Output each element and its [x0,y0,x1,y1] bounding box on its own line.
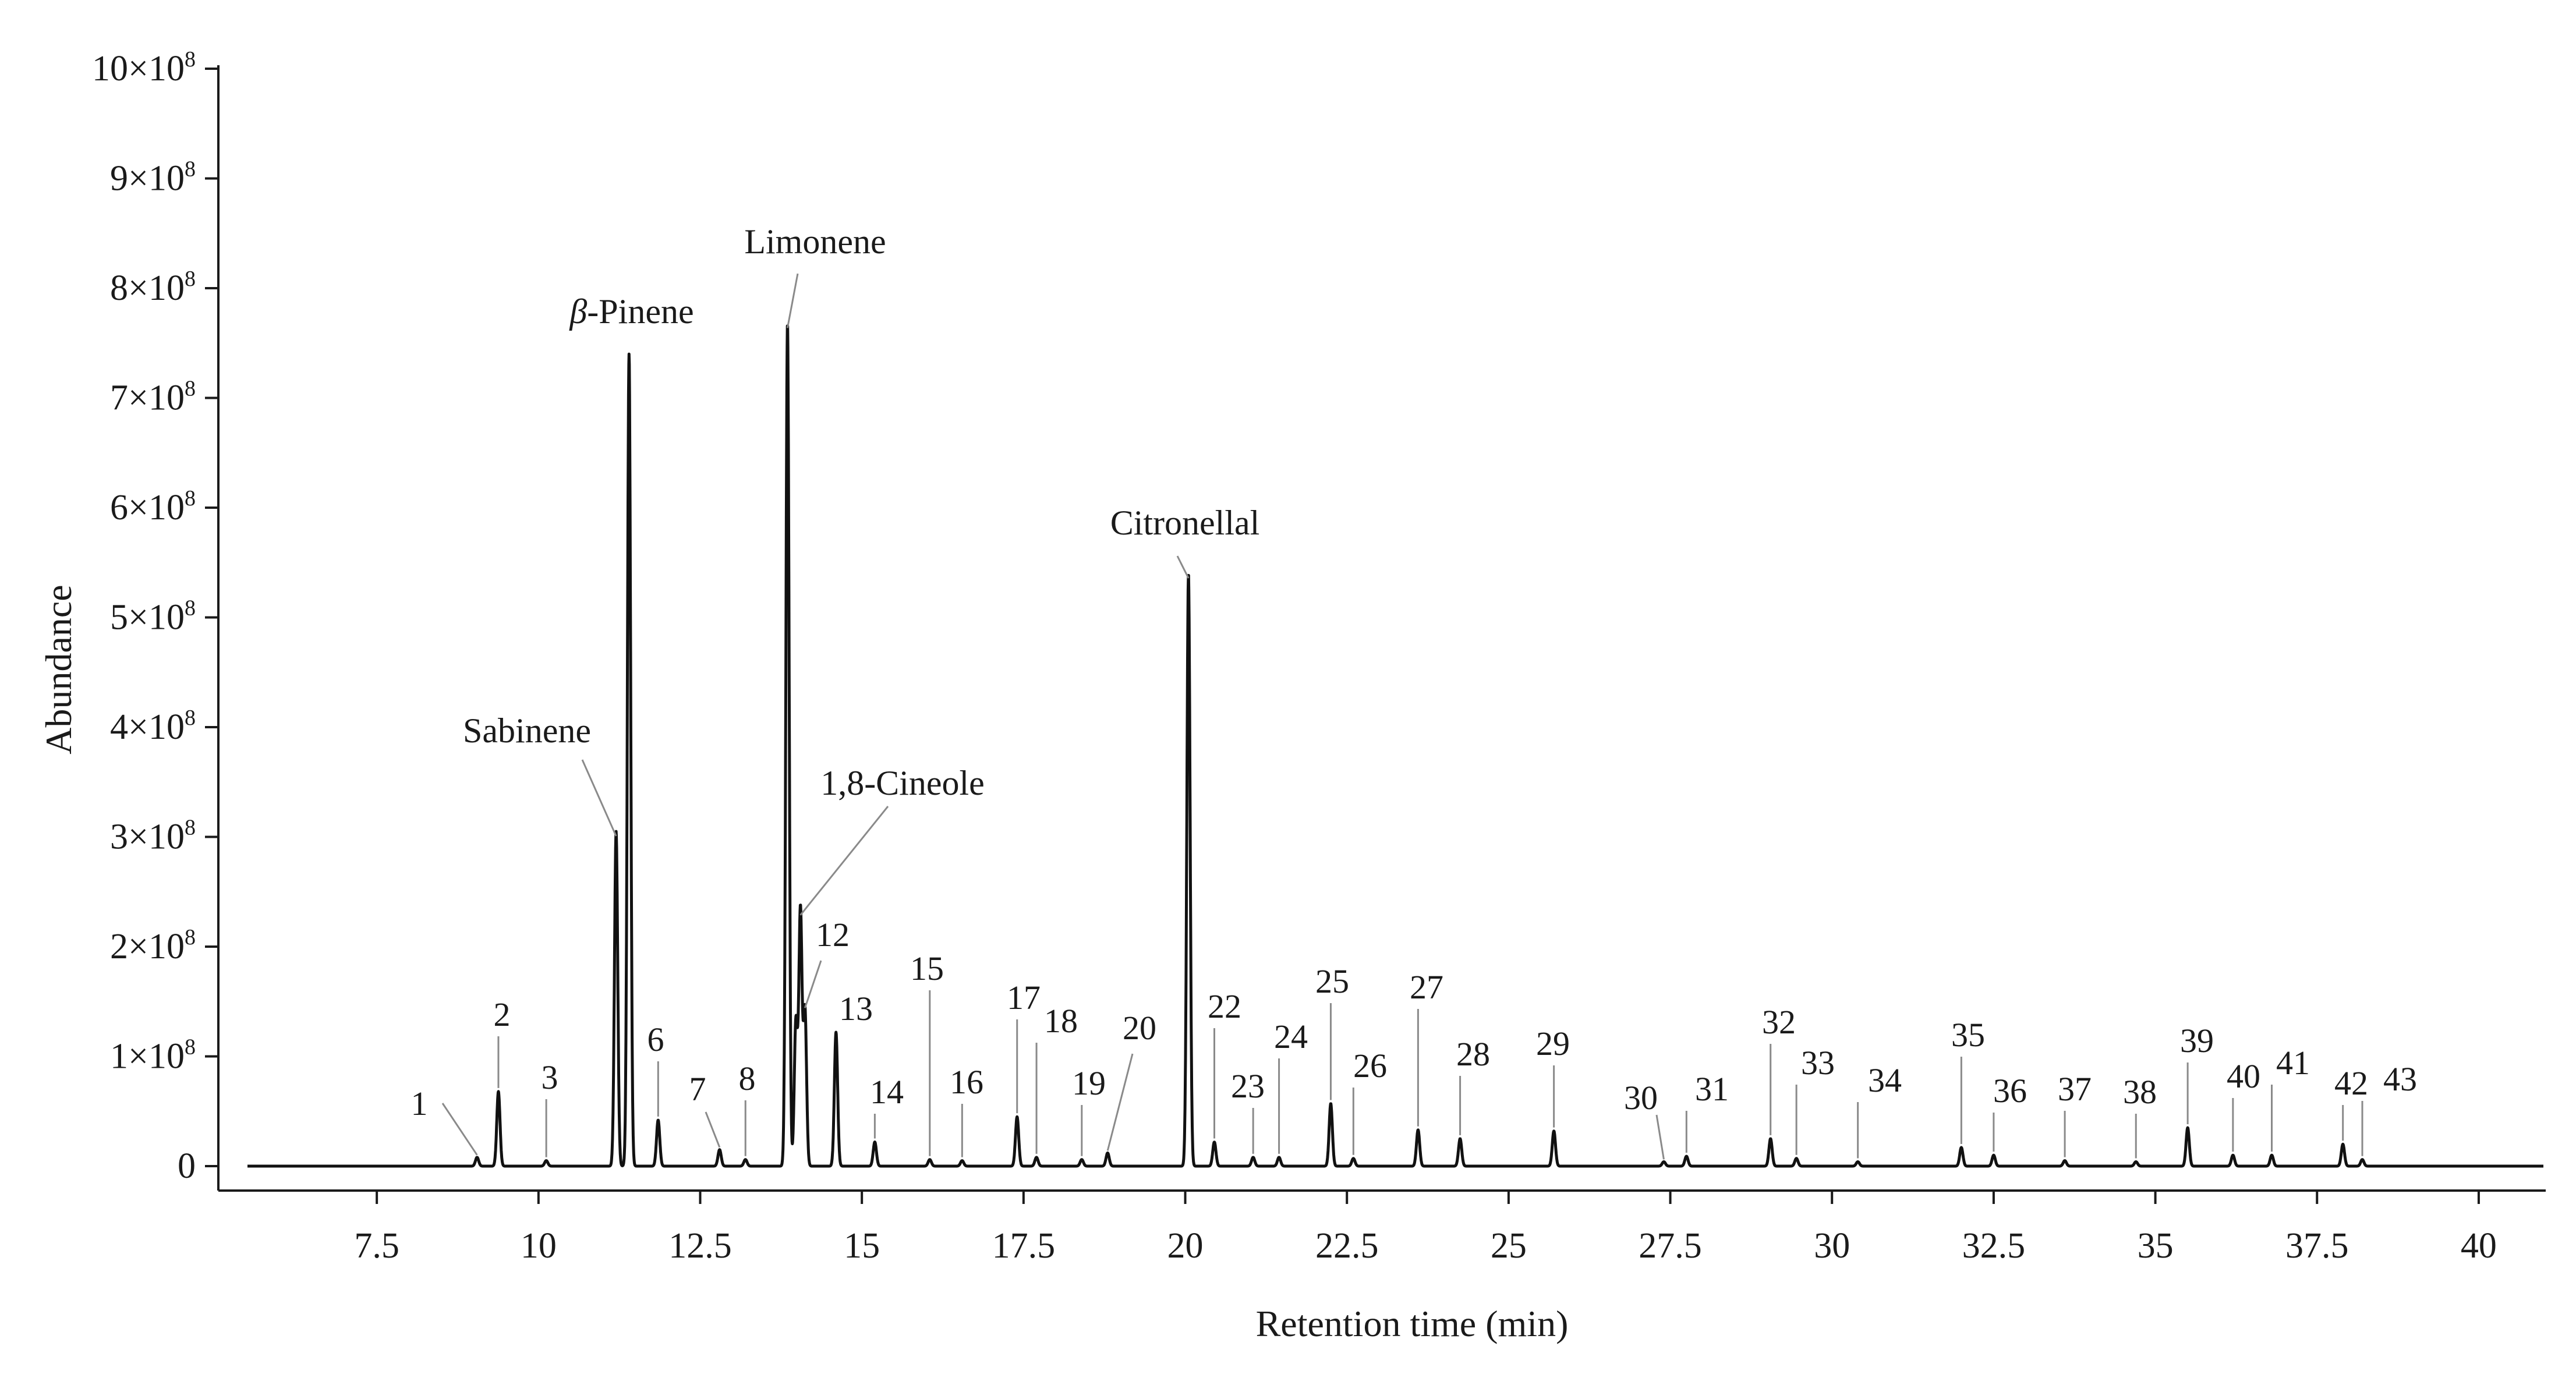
peak-number-label: 29 [1536,1025,1570,1062]
peak-number-label: 24 [1274,1018,1308,1056]
peak-number-label: 31 [1695,1070,1729,1108]
peak-number-label: 8 [739,1060,756,1097]
x-tick-label: 20 [1167,1226,1204,1266]
y-tick-label: 9×108 [110,157,196,199]
peak-number-label: 40 [2227,1057,2260,1095]
y-axis-title: Abundance [38,585,79,754]
chromatogram-trace [246,324,2545,1168]
peak-number-label: 42 [2334,1064,2368,1102]
peak-number-label: 36 [1993,1072,2027,1110]
peak-leader [804,960,822,1008]
peak-leader [441,1103,478,1156]
peak-number-label: 27 [1410,968,1443,1006]
x-tick-label: 7.5 [354,1226,399,1266]
peak-number-label: 19 [1072,1064,1106,1102]
peak-number-label: 12 [816,916,850,954]
peak-number-label: 39 [2180,1022,2214,1060]
named-peak-label: Limonene [744,222,886,261]
named-peak-label: Sabinene [463,711,591,750]
peak-leader-lines [441,273,2363,1160]
x-tick-label: 37.5 [2285,1226,2349,1266]
peak-number-label: 23 [1231,1067,1265,1105]
peak-number-label: 3 [542,1058,558,1096]
peak-number-label: 33 [1801,1044,1835,1082]
x-ticks-group: 7.5 10 12.5 15 17.5 20 22.5 25 27.5 30 32.5 35 37.5 4… [354,1191,2497,1266]
peak-number-label: 16 [950,1063,983,1101]
y-tick-label: 1×108 [110,1035,196,1076]
named-peak-leader [799,806,889,916]
y-ticks-group: 0 1×108 2×108 3×108 4×108 5×108 6×108 7×108 8×10… [92,47,218,1186]
named-peak-leader [1176,555,1190,579]
peak-number-label: 17 [1007,979,1041,1017]
y-tick-label: 8×108 [110,267,196,308]
y-tick-label: 10×108 [92,47,196,88]
peak-number-label: 28 [1456,1035,1490,1073]
x-tick-label: 27.5 [1639,1226,1702,1266]
peak-number-label: 25 [1315,962,1349,1000]
peak-number-label: 6 [647,1021,664,1058]
named-peak-label: 1,8-Cineole [820,764,985,802]
x-axis-title: Retention time (min) [1256,1303,1569,1344]
peak-number-label: 43 [2383,1060,2417,1098]
peak-leader [1106,1053,1134,1151]
peak-leader [1655,1114,1665,1160]
peak-number-label: 38 [2123,1073,2157,1111]
named-peak-leader [581,759,617,837]
peak-number-label: 20 [1123,1009,1156,1047]
peak-number-label: 1 [411,1085,428,1122]
x-tick-label: 17.5 [992,1226,1056,1266]
peak-number-label: 37 [2058,1070,2092,1108]
y-tick-label: 4×108 [110,706,196,747]
named-peak-leader [786,273,799,328]
x-tick-label: 10 [521,1226,557,1266]
peak-number-label: 32 [1762,1003,1796,1041]
peak-number-label: 30 [1624,1079,1658,1117]
peak-number-label: 26 [1353,1047,1387,1085]
peak-number-label: 41 [2276,1044,2310,1082]
x-tick-label: 32.5 [1962,1226,2026,1266]
peak-number-label: 14 [870,1073,904,1111]
x-tick-label: 35 [2138,1226,2174,1266]
peak-number-label: 35 [1951,1016,1985,1054]
peak-number-label: 7 [689,1070,706,1108]
named-peak-label: Citronellal [1110,504,1260,542]
peak-number-label: 13 [839,990,873,1028]
y-tick-label: 2×108 [110,925,196,966]
y-tick-label: 6×108 [110,486,196,527]
x-tick-label: 12.5 [668,1226,732,1266]
x-tick-label: 22.5 [1315,1226,1379,1266]
x-tick-label: 15 [844,1226,880,1266]
peak-number-label: 34 [1868,1061,1902,1099]
peak-labels-group: Sabinene β-Pinene Limonene 1,8-Cineole Citro… [411,222,2418,1122]
y-tick-label: 3×108 [110,816,196,857]
x-tick-label: 30 [1814,1226,1850,1266]
x-tick-label: 40 [2461,1226,2497,1266]
peak-number-label: 22 [1208,987,1241,1025]
axes-group [217,65,2546,1192]
y-tick-label: 5×108 [110,596,196,637]
peak-number-label: 15 [910,950,944,987]
y-tick-label: 0 [178,1146,196,1186]
peak-number-label: 18 [1044,1002,1078,1040]
peak-number-label: 2 [494,996,511,1033]
named-peak-label: β-Pinene [569,292,693,331]
x-tick-label: 25 [1491,1226,1527,1266]
y-tick-label: 7×108 [110,377,196,418]
peak-leader [705,1111,721,1148]
